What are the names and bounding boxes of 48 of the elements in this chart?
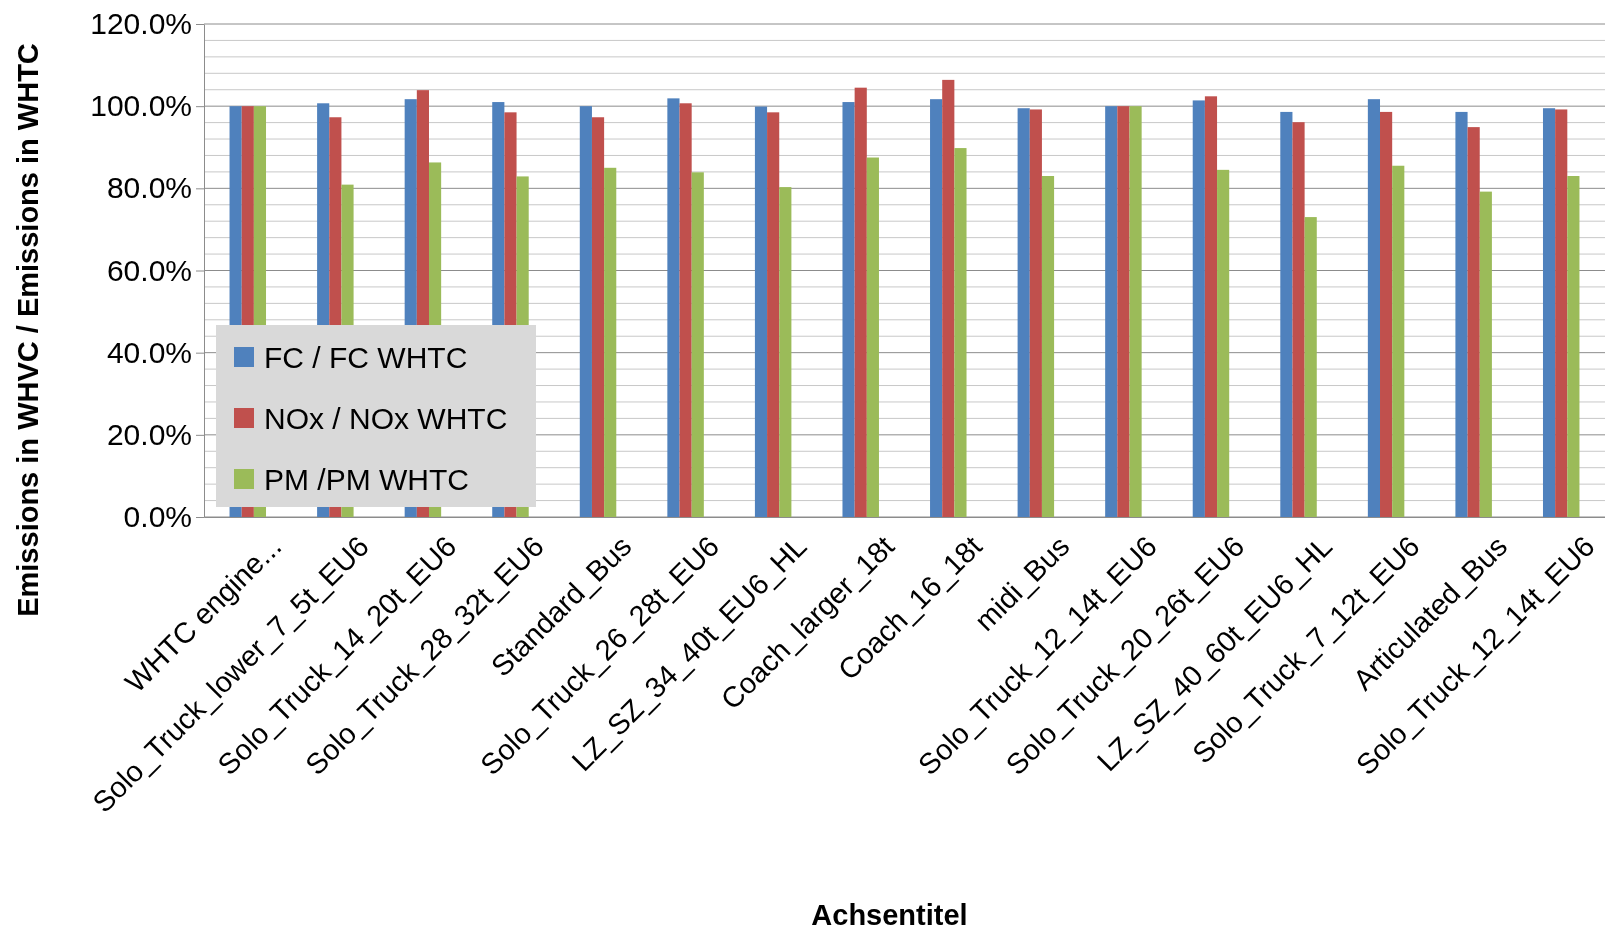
y-tick-label: 20.0% <box>106 417 192 451</box>
bar <box>1029 109 1042 517</box>
bar <box>1129 106 1142 517</box>
bar <box>779 187 792 517</box>
legend-label: NOx / NOx WHTC <box>264 401 508 435</box>
bar <box>579 106 592 517</box>
bar <box>1041 176 1055 517</box>
bar <box>1105 106 1118 517</box>
y-tick-label: 120.0% <box>90 7 192 41</box>
y-tick-label: 80.0% <box>106 171 192 205</box>
bar <box>954 148 967 517</box>
bar <box>1192 100 1205 517</box>
bar <box>667 98 680 517</box>
bar <box>1204 96 1218 517</box>
y-tick-label: 100.0% <box>90 89 192 123</box>
bar <box>691 172 704 517</box>
bar <box>1280 111 1293 517</box>
bar <box>1367 99 1381 517</box>
bar <box>842 102 855 517</box>
bar <box>754 106 768 517</box>
y-axis-title: Emissions in WHVC / Emissions in WHTC <box>12 43 44 617</box>
bar <box>1217 169 1230 517</box>
y-tick-label: 60.0% <box>106 253 192 287</box>
y-tick-label: 0.0% <box>123 500 192 534</box>
x-axis-title: Achsentitel <box>811 899 968 931</box>
bar <box>1017 108 1030 517</box>
bar <box>1117 106 1130 517</box>
bar <box>1567 176 1580 517</box>
y-tick-label: 40.0% <box>106 335 192 369</box>
bar <box>1542 108 1556 517</box>
bar <box>1455 111 1468 517</box>
bar <box>767 112 780 517</box>
bar <box>604 167 617 517</box>
bar <box>1304 217 1317 517</box>
bar <box>930 99 943 517</box>
bar <box>1392 165 1405 517</box>
bar <box>1479 191 1492 517</box>
bar <box>1555 109 1568 517</box>
bar <box>866 157 879 517</box>
bar <box>1380 111 1393 517</box>
bar <box>1292 122 1305 517</box>
bar <box>1467 127 1480 517</box>
bar <box>942 79 955 517</box>
bar <box>591 117 605 517</box>
legend-label: PM /PM WHTC <box>264 462 469 496</box>
legend-label: FC / FC WHTC <box>264 340 468 374</box>
bar <box>854 87 867 517</box>
bar <box>679 103 692 517</box>
